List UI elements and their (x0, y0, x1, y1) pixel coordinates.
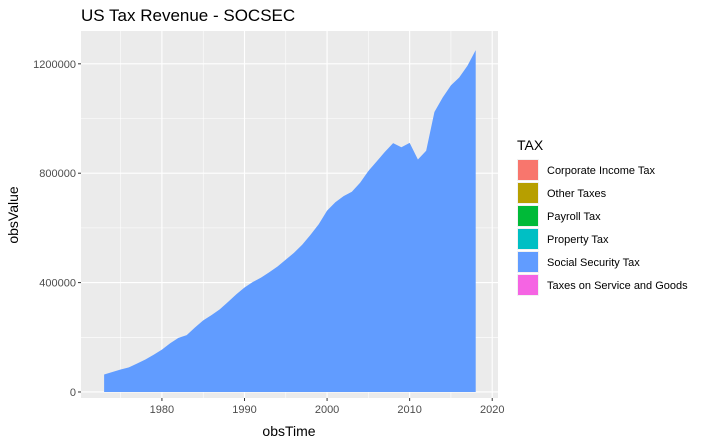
legend-label: Other Taxes (547, 188, 607, 200)
legend-swatch (518, 206, 538, 226)
x-tick-label: 1990 (232, 404, 256, 416)
y-axis-title: obsValue (5, 186, 21, 244)
y-axis: 0 400000 800000 1200000 (33, 59, 81, 399)
x-tick-label: 2010 (397, 404, 421, 416)
y-tick-label: 800000 (39, 168, 76, 180)
legend-label: Property Tax (547, 234, 609, 246)
x-axis-title: obsTime (262, 423, 315, 439)
x-axis: 1980 1990 2000 2010 2020 (150, 398, 504, 416)
y-tick-label: 1200000 (33, 59, 76, 71)
x-tick-label: 2020 (480, 404, 504, 416)
legend-swatch (518, 275, 538, 295)
y-tick-label: 400000 (39, 278, 76, 290)
legend-label: Social Security Tax (547, 257, 640, 269)
legend-swatch (518, 229, 538, 249)
legend-title: TAX (517, 137, 544, 153)
legend-swatch (518, 183, 538, 203)
series-layer (104, 50, 476, 392)
chart-title: US Tax Revenue - SOCSEC (81, 6, 295, 25)
legend-swatch (518, 252, 538, 272)
legend-label: Payroll Tax (547, 211, 601, 223)
legend: TAX Corporate Income Tax Other Taxes Payro… (517, 137, 688, 296)
x-tick-label: 2000 (315, 404, 339, 416)
legend-label: Taxes on Service and Goods (547, 280, 688, 292)
area-series-social-security-tax (104, 50, 476, 392)
x-tick-label: 1980 (150, 404, 174, 416)
legend-swatch (518, 160, 538, 180)
y-tick-label: 0 (70, 387, 76, 399)
legend-label: Corporate Income Tax (547, 165, 656, 177)
